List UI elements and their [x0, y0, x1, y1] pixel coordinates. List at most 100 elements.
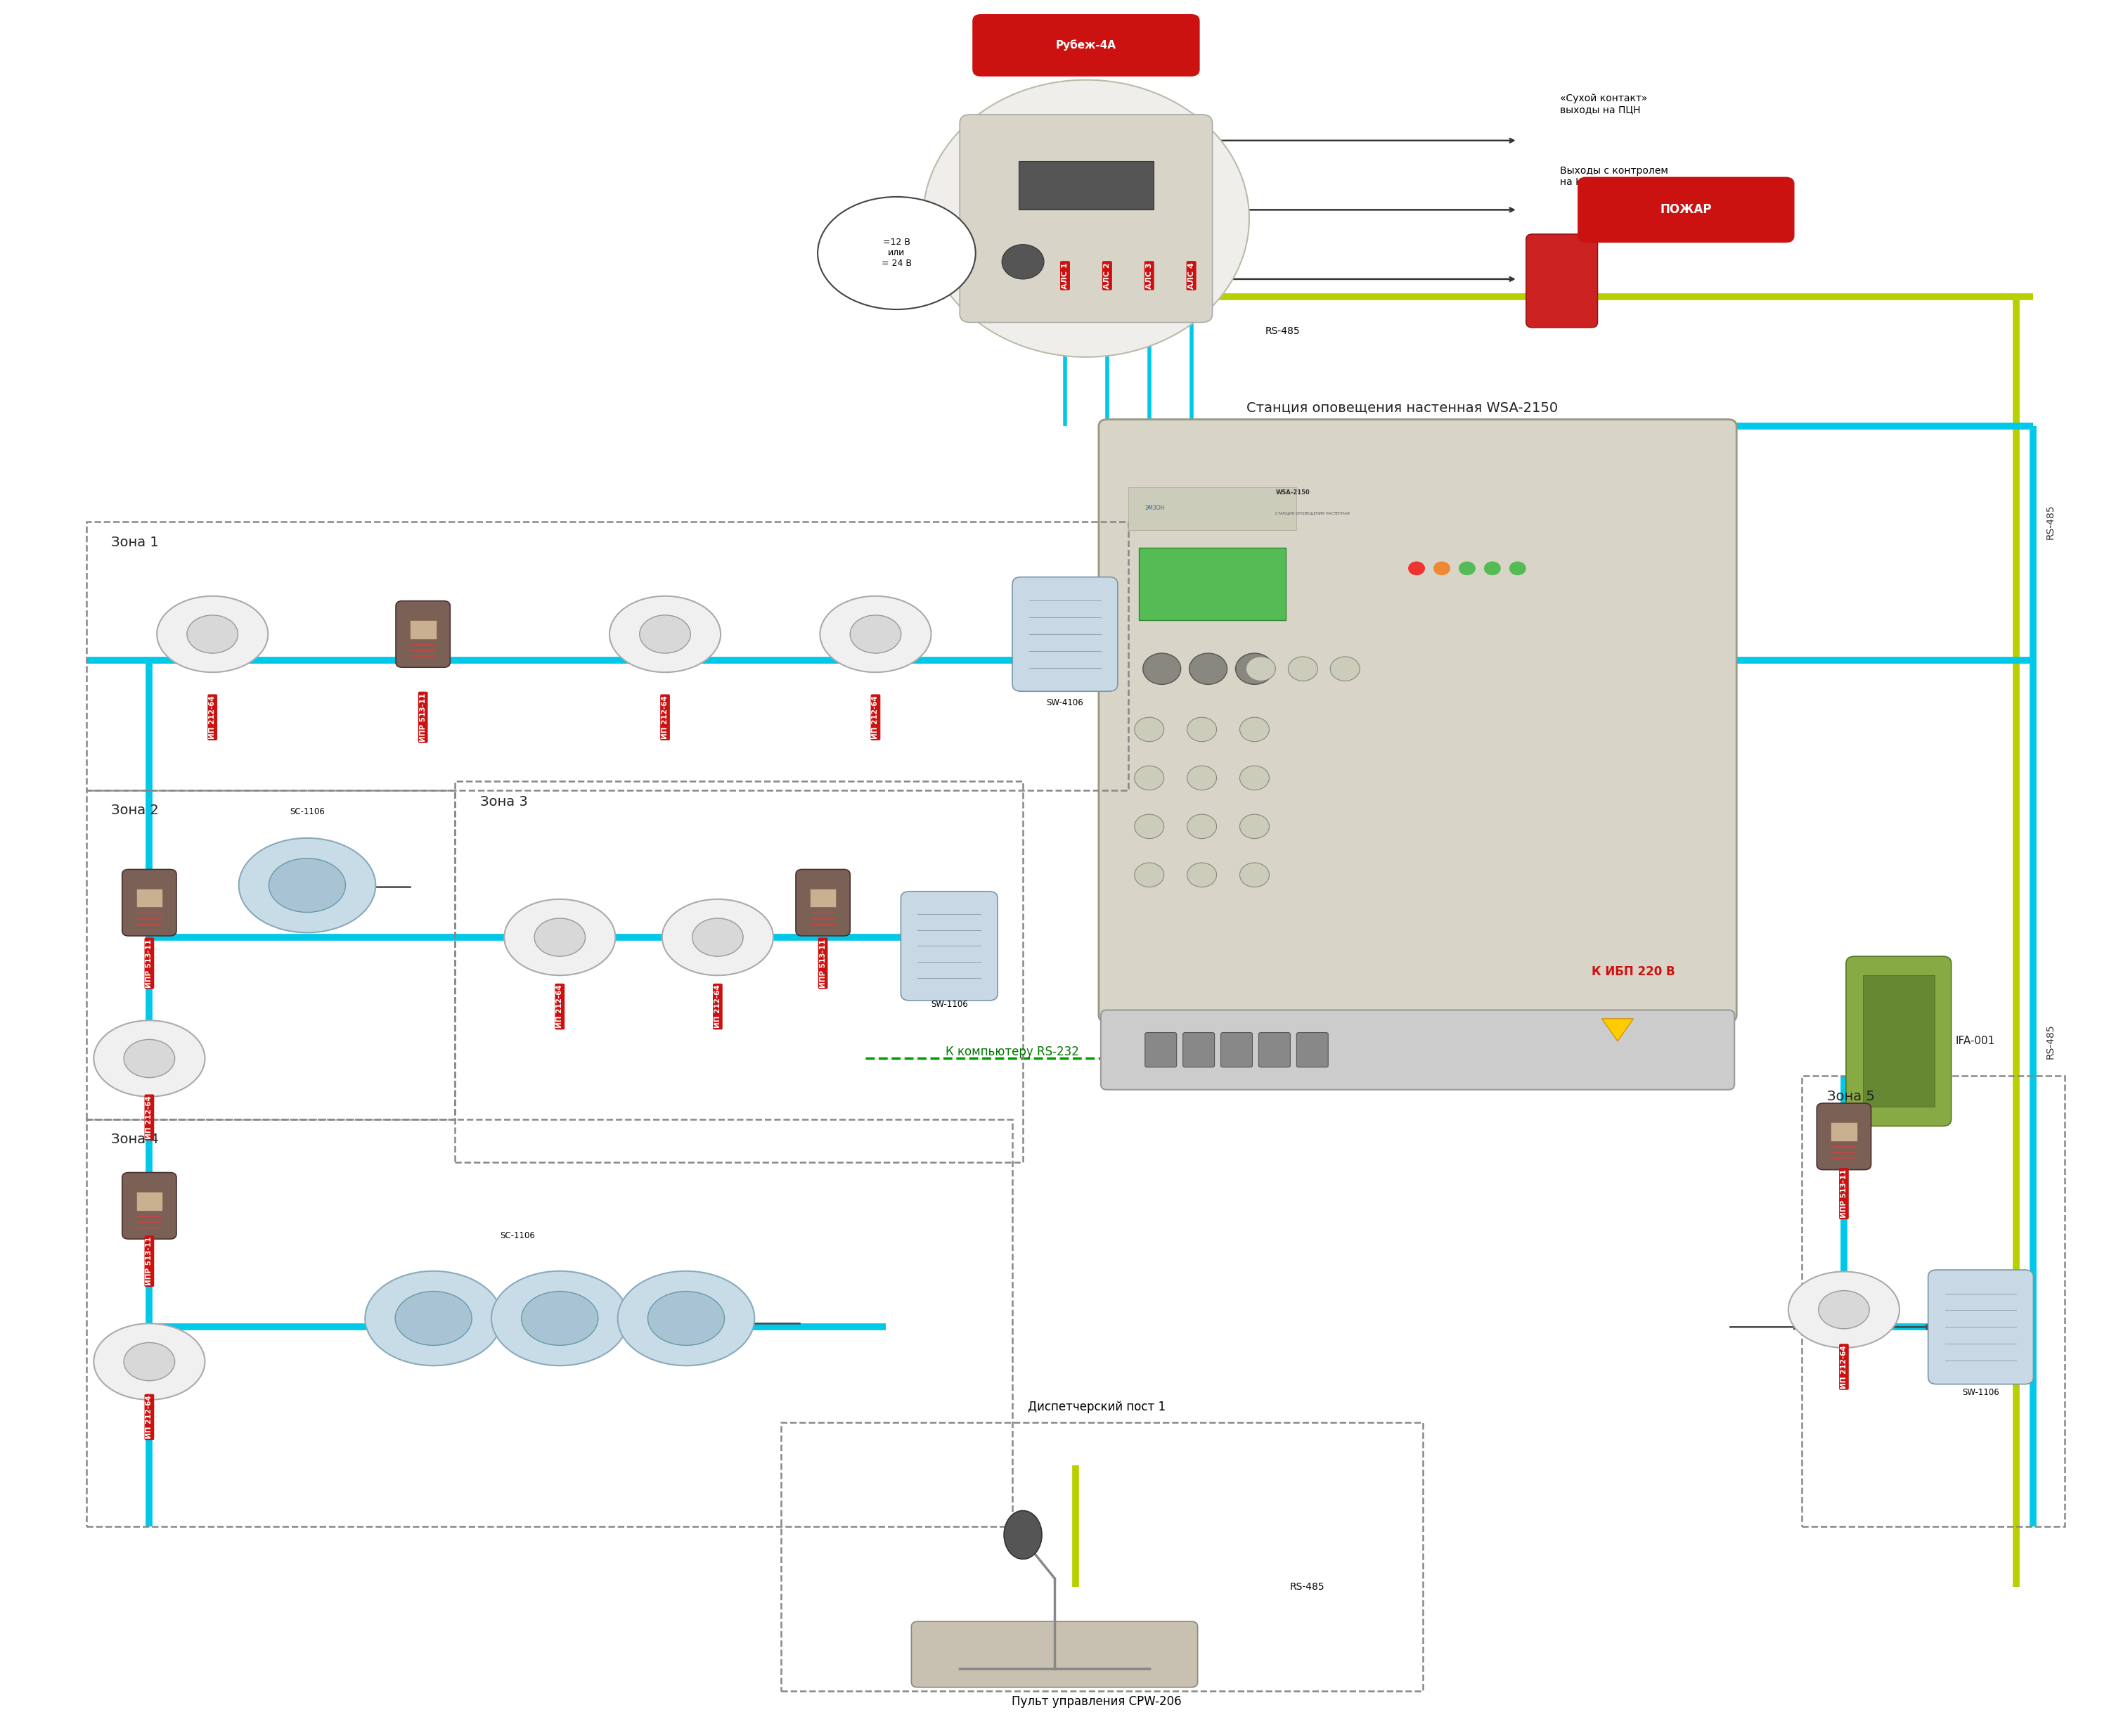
- Text: К ИБП 220 В: К ИБП 220 В: [1592, 965, 1675, 979]
- Bar: [1831, 1123, 1858, 1141]
- Text: =12 В
или
= 24 В: =12 В или = 24 В: [882, 238, 911, 269]
- Text: RS-485: RS-485: [1265, 326, 1299, 337]
- Circle shape: [1246, 656, 1276, 681]
- Circle shape: [1189, 653, 1227, 684]
- Circle shape: [1187, 766, 1217, 790]
- Circle shape: [1240, 863, 1270, 887]
- Text: Диспетчерский пост 1: Диспетчерский пост 1: [1027, 1401, 1166, 1413]
- Text: ИП 212-64: ИП 212-64: [715, 984, 721, 1028]
- Circle shape: [1135, 766, 1164, 790]
- Circle shape: [1240, 814, 1270, 838]
- Text: ИП 212-64: ИП 212-64: [557, 984, 563, 1028]
- Circle shape: [1240, 717, 1270, 741]
- Bar: [137, 889, 162, 908]
- FancyBboxPatch shape: [1578, 177, 1795, 243]
- Circle shape: [1331, 656, 1360, 681]
- Ellipse shape: [268, 858, 346, 913]
- Text: IFA-001: IFA-001: [1955, 1036, 1995, 1047]
- Text: SC-1106: SC-1106: [289, 807, 325, 816]
- Bar: [1019, 161, 1154, 210]
- Text: СТАНЦИЯ ОПОВЕЩЕНИЯ НАСТЕННАЯ: СТАНЦИЯ ОПОВЕЩЕНИЯ НАСТЕННАЯ: [1276, 510, 1350, 514]
- FancyBboxPatch shape: [396, 601, 449, 667]
- Ellipse shape: [504, 899, 616, 976]
- Circle shape: [1187, 863, 1217, 887]
- Text: ИП 212-64: ИП 212-64: [209, 696, 215, 740]
- Text: «Сухой контакт»
выходы на ПЦН: «Сухой контакт» выходы на ПЦН: [1561, 94, 1647, 115]
- Ellipse shape: [924, 80, 1249, 358]
- Bar: [810, 889, 835, 908]
- Circle shape: [1135, 863, 1164, 887]
- Text: Зона 3: Зона 3: [481, 795, 527, 809]
- Text: SW-1106: SW-1106: [1961, 1387, 1999, 1397]
- FancyBboxPatch shape: [122, 870, 177, 936]
- FancyBboxPatch shape: [1099, 420, 1736, 1023]
- Text: SW-4106: SW-4106: [1046, 698, 1084, 707]
- Text: RS-485: RS-485: [2046, 1024, 2054, 1059]
- Text: Выходы с контролем
на КЗ и Обрыв: Выходы с контролем на КЗ и Обрыв: [1561, 167, 1668, 187]
- Text: ИП 212-64: ИП 212-64: [146, 1396, 152, 1439]
- Text: ИП 212-64: ИП 212-64: [146, 1095, 152, 1139]
- Text: ИП 212-64: ИП 212-64: [1841, 1345, 1847, 1389]
- Text: АЛС 1: АЛС 1: [1061, 262, 1069, 288]
- Circle shape: [1187, 717, 1217, 741]
- Ellipse shape: [124, 1040, 175, 1078]
- FancyBboxPatch shape: [901, 891, 998, 1000]
- Ellipse shape: [820, 595, 932, 672]
- Ellipse shape: [188, 615, 238, 653]
- Text: ИПР 513-11: ИПР 513-11: [1841, 1170, 1847, 1219]
- Text: ИПР 513-11: ИПР 513-11: [146, 939, 152, 988]
- Bar: [137, 1191, 162, 1210]
- Text: Зона 4: Зона 4: [112, 1134, 158, 1146]
- Ellipse shape: [534, 918, 586, 957]
- Ellipse shape: [238, 838, 375, 932]
- FancyBboxPatch shape: [911, 1621, 1198, 1687]
- Text: Зона 2: Зона 2: [112, 804, 158, 818]
- Text: Зона 5: Зона 5: [1826, 1090, 1875, 1102]
- Text: ИП 212-64: ИП 212-64: [662, 696, 669, 740]
- Ellipse shape: [850, 615, 901, 653]
- Text: ПОЖАР: ПОЖАР: [1660, 203, 1713, 217]
- Text: Зона 1: Зона 1: [112, 535, 158, 549]
- Ellipse shape: [93, 1021, 205, 1097]
- Ellipse shape: [647, 1292, 723, 1345]
- Ellipse shape: [365, 1271, 502, 1366]
- FancyBboxPatch shape: [1221, 1033, 1253, 1068]
- Text: АЛС 4: АЛС 4: [1187, 262, 1196, 288]
- Circle shape: [1409, 561, 1426, 575]
- Text: ИПР 513-11: ИПР 513-11: [820, 939, 827, 988]
- FancyBboxPatch shape: [1101, 1010, 1734, 1090]
- Ellipse shape: [818, 196, 976, 309]
- Bar: [1862, 976, 1934, 1108]
- Circle shape: [1459, 561, 1476, 575]
- FancyBboxPatch shape: [1928, 1269, 2033, 1384]
- Circle shape: [1240, 766, 1270, 790]
- Bar: [1139, 547, 1286, 620]
- Polygon shape: [1603, 1019, 1632, 1042]
- Text: ИПР 513-11: ИПР 513-11: [146, 1236, 152, 1286]
- Circle shape: [1135, 717, 1164, 741]
- Text: RS-485: RS-485: [2046, 503, 2054, 538]
- Text: ИПР 513-11: ИПР 513-11: [420, 693, 426, 741]
- Text: АЛС 2: АЛС 2: [1103, 262, 1111, 288]
- Circle shape: [1289, 656, 1318, 681]
- Ellipse shape: [618, 1271, 755, 1366]
- Text: RS-485: RS-485: [1291, 1581, 1324, 1592]
- Circle shape: [1236, 653, 1274, 684]
- Text: Пульт управления CPW-206: Пульт управления CPW-206: [1012, 1696, 1181, 1708]
- Text: К компьютеру RS-232: К компьютеру RS-232: [945, 1045, 1080, 1057]
- FancyBboxPatch shape: [1259, 1033, 1291, 1068]
- Ellipse shape: [1004, 1510, 1042, 1559]
- Text: WSA-2150: WSA-2150: [1276, 490, 1310, 495]
- Ellipse shape: [521, 1292, 599, 1345]
- Circle shape: [1510, 561, 1527, 575]
- Circle shape: [1187, 814, 1217, 838]
- Circle shape: [1143, 653, 1181, 684]
- Bar: [409, 620, 437, 639]
- FancyBboxPatch shape: [960, 115, 1213, 323]
- Ellipse shape: [692, 918, 742, 957]
- Text: SW-1106: SW-1106: [930, 1000, 968, 1009]
- Ellipse shape: [1788, 1271, 1900, 1347]
- FancyBboxPatch shape: [1012, 576, 1118, 691]
- FancyBboxPatch shape: [1145, 1033, 1177, 1068]
- Ellipse shape: [491, 1271, 628, 1366]
